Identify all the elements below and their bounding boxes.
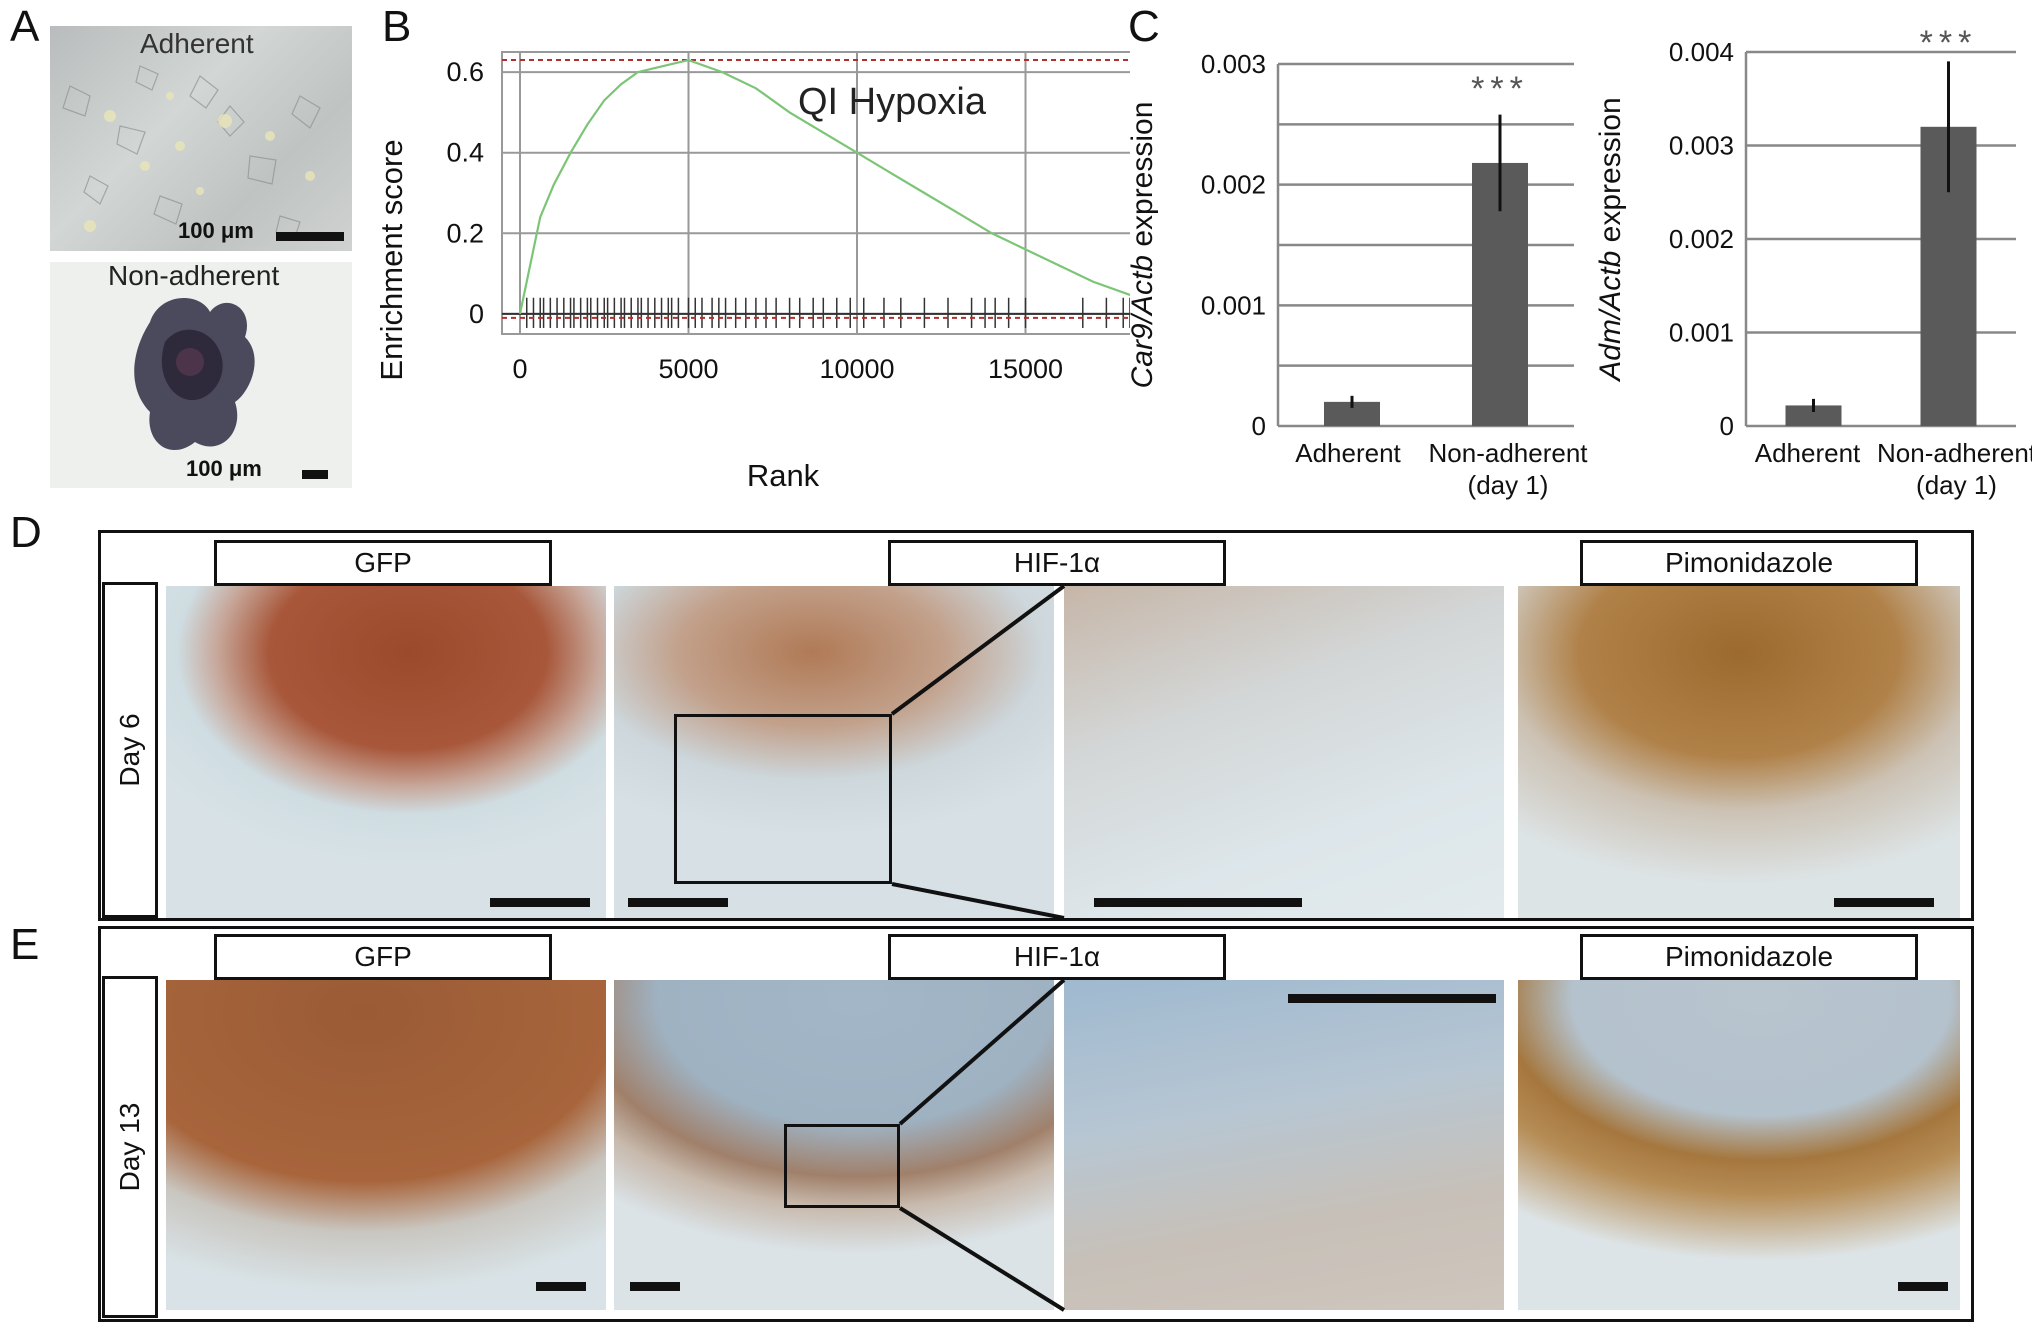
day13-zoom-scale-bar [1288,994,1496,1003]
day13-hif1a-micrograph [614,980,1054,1310]
bar-adherent [1785,405,1842,426]
day6-zoom-scale-bar [1094,898,1302,907]
gsea-dashed-lines [502,59,1130,319]
gsea-x-tick-label: 0 [512,354,527,384]
bar-y-tick-label: 0.003 [1669,131,1734,161]
day13-pimo-scale-bar [1898,1282,1948,1291]
day13-gfp-scale-bar [536,1282,586,1291]
day13-connector-top [898,978,1066,1126]
gsea-hit-ticks [525,297,1130,328]
gsea-y-tick-label: 0.4 [446,138,484,168]
bar-category-sublabel: (day 1) [1916,470,1997,500]
non-adherent-micrograph: Non-adherent 100 μm [50,262,352,488]
panel-e-stain-hif1a: HIF-1α [888,934,1226,980]
bar-y-tick-label: 0.001 [1201,290,1266,320]
car9-bar-chart: 0 0.001 0.002 0.003 Adherent Non-adherent(day… [1128,49,1589,500]
gsea-x-tick-label: 15000 [988,354,1063,384]
bar-significance-marker: *** [1920,30,1978,62]
day6-hif1a-micrograph [614,586,1054,918]
bar-y-tick-label: 0 [1252,411,1266,441]
day6-connector-top [890,584,1066,716]
day6-gfp-micrograph [166,586,606,918]
panel-d-day-label: Day 6 [102,582,158,918]
day6-gfp-scale-bar [490,898,590,907]
panel-e-frame [98,926,1974,1322]
panel-e-stain-gfp: GFP [214,934,552,980]
day6-pimo-scale-bar [1834,898,1934,907]
panel-letter-e: E [10,920,40,969]
gsea-plot: 0500010000150002000000.20.40.6 Enrichmen… [374,51,1130,493]
gsea-y-axis-label: Enrichment score [374,139,409,380]
day13-pimonidazole-micrograph [1518,980,1960,1310]
bar-category-label: Adherent [1755,438,1861,468]
gsea-y-tick-label: 0.2 [446,218,484,248]
gsea-enrichment-curve [518,58,1130,315]
panel-letter-c: C [1128,2,1160,51]
day6-zoom-region-box [674,714,892,884]
bar-y-axis-label: Car9/Actb expression [1128,102,1159,389]
non-adherent-scale-bar [302,470,328,479]
day13-hif1a-scale-bar [630,1282,680,1291]
day13-hif1a-zoom-micrograph [1064,980,1504,1310]
panel-letter-b: B [382,2,412,51]
panel-e-stain-pimonidazole: Pimonidazole [1580,934,1918,980]
panel-e-day-label: Day 13 [102,976,158,1318]
day13-connector-bottom [898,1206,1066,1312]
gsea-line-series [518,58,1130,315]
bar-y-tick-label: 0.002 [1201,170,1266,200]
non-adherent-label: Non-adherent [108,262,280,291]
adherent-scale-text: 100 μm [178,218,254,243]
bar-y-tick-label: 0 [1720,411,1734,441]
gsea-x-tick-label: 5000 [658,354,718,384]
day6-hif1a-zoom-micrograph [1064,586,1504,918]
day6-pimonidazole-micrograph [1518,586,1960,918]
bar-y-tick-label: 0.003 [1201,49,1266,79]
bar-y-axis-label: Adm/Actb expression [1596,97,1627,382]
bar-significance-marker: *** [1471,70,1529,108]
gsea-y-tick-label: 0.6 [446,57,484,87]
bar-category-label: Non-adherent [1877,438,2032,468]
spheroid-shape [134,298,255,451]
panel-d-stain-hif1a: HIF-1α [888,540,1226,586]
day6-connector-bottom [891,882,1065,920]
panel-letter-a: A [10,2,40,51]
panel-letter-d: D [10,508,42,557]
adherent-label: Adherent [140,28,254,59]
bar-y-tick-label: 0.001 [1669,318,1734,348]
gsea-annotation: QI Hypoxia [798,81,987,123]
gsea-x-tick-label: 10000 [819,354,894,384]
bar-y-tick-label: 0.004 [1669,37,1734,67]
gsea-plot-frame [501,51,1130,335]
panel-d-frame [98,530,1974,921]
panel-d-stain-pimonidazole: Pimonidazole [1580,540,1918,586]
day13-zoom-region-box [784,1124,900,1208]
gsea-tick-labels: 0500010000150002000000.20.40.6 [446,57,1063,384]
bar-category-label: Adherent [1295,438,1401,468]
gsea-y-tick-label: 0 [469,299,484,329]
day6-hif1a-scale-bar [628,898,728,907]
day13-gfp-micrograph [166,980,606,1310]
adm-bar-chart: 0 0.001 0.002 0.003 0.004 Adherent Non-adheren… [1596,30,2032,500]
panel-d-stain-gfp: GFP [214,540,552,586]
bar-category-label: Non-adherent [1429,438,1589,468]
adherent-scale-bar [276,232,344,241]
gsea-x-axis-label: Rank [747,458,820,493]
non-adherent-scale-text: 100 μm [186,456,262,481]
adherent-micrograph: Adherent 100 μm [50,26,352,251]
bar-category-sublabel: (day 1) [1468,470,1549,500]
bar-y-tick-label: 0.002 [1669,224,1734,254]
